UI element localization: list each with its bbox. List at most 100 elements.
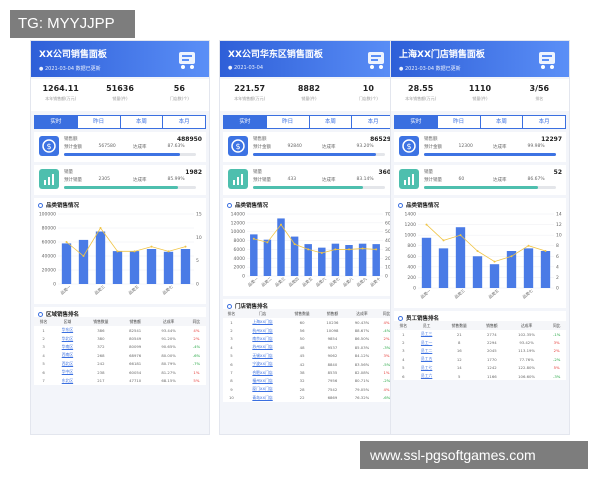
tab-yesterday[interactable]: 昨日 xyxy=(78,116,121,128)
kpi-value: 1110 xyxy=(468,84,492,93)
tab-realtime[interactable]: 实时 xyxy=(395,116,438,128)
tab-yesterday[interactable]: 昨日 xyxy=(267,116,310,128)
table-cell: 3 xyxy=(402,348,405,354)
table-cell[interactable]: 上海XX门店 xyxy=(252,319,273,325)
table-cell: 93.44% xyxy=(161,327,176,333)
kpi-value: 8882 xyxy=(297,84,321,93)
svg-text:$: $ xyxy=(235,142,240,151)
chart-icon xyxy=(399,169,419,189)
table-cell: 6 xyxy=(402,373,405,379)
panel-date: ● 2021-03-04 数据已更新 xyxy=(39,66,101,72)
column-header: 销售数量 xyxy=(81,317,120,326)
panel-header: 上海XX门店销售面板 ● 2021-03-04 数据已更新 xyxy=(391,41,569,77)
tab-this-month[interactable]: 本月 xyxy=(538,119,550,125)
table-cell: 2 xyxy=(42,336,45,342)
table-cell[interactable]: 员工二 xyxy=(420,347,433,353)
table-cell[interactable]: 华东区 xyxy=(61,327,74,333)
progress-fill xyxy=(424,153,556,156)
line-point xyxy=(280,223,282,226)
table-cell: 91.20% xyxy=(161,336,176,342)
period-tabs: 实时 昨日 本周 本月 xyxy=(34,115,206,129)
table-cell[interactable]: 厦门XX门店 xyxy=(252,386,273,392)
bar xyxy=(472,256,483,288)
ranking-section: 门店销售排名 排名 门店 销售数量 销售额 达成率 同比 1 上海XX门店 60 10236 90.… xyxy=(223,299,395,402)
y-tick-label: 60000 xyxy=(42,240,56,246)
table-cell[interactable]: 杭州XX门店 xyxy=(252,327,273,333)
table-cell: 60 xyxy=(299,319,305,325)
table-cell[interactable]: 员工五 xyxy=(420,356,433,362)
table-cell[interactable]: 员工一 xyxy=(420,339,433,345)
progress-fill xyxy=(64,153,180,156)
bar xyxy=(331,243,340,276)
tab-yesterday[interactable]: 昨日 xyxy=(438,116,481,128)
table-cell: 5 xyxy=(458,373,461,379)
table-row: 3 员工二 16 2045 113.19% 2% xyxy=(394,347,566,355)
table-cell: -3% xyxy=(382,344,391,350)
table-cell[interactable]: 合肥XX门店 xyxy=(252,369,273,375)
y2-tick-label: 30 xyxy=(385,247,391,253)
y-tick-label: 100000 xyxy=(39,212,56,218)
x-tick-label: 品类五 xyxy=(487,287,500,299)
table-cell: 90.43% xyxy=(354,319,370,325)
kpi-rank: 3/56 排名 xyxy=(510,79,569,111)
table-cell: 2774 xyxy=(487,331,497,337)
table-cell[interactable]: 华北区 xyxy=(61,335,74,341)
tab-realtime[interactable]: 实时 xyxy=(224,116,267,128)
table-row: 2 员工一 8 2294 93.42% 3% xyxy=(394,338,566,346)
metric-value: 52 xyxy=(553,169,562,176)
table-cell: 5% xyxy=(553,365,560,371)
tab-realtime[interactable]: 实时 xyxy=(35,116,78,128)
sales-amount-card: $ 销售额 86529 预计金额 92840 达成率 93.20% xyxy=(223,132,395,162)
column-header: 达成率 xyxy=(505,321,548,330)
table-cell: 4 xyxy=(402,356,405,362)
table-cell[interactable]: 华中区 xyxy=(61,369,74,375)
table-cell: 86.50% xyxy=(354,336,370,342)
table-cell: 5 xyxy=(42,361,45,367)
y2-tick-label: 2 xyxy=(556,275,559,281)
metric-target: 12300 xyxy=(458,144,473,149)
section-title: 员工销售排名 xyxy=(394,311,566,322)
table-cell[interactable]: 华南区 xyxy=(61,343,74,349)
table-cell: 1166 xyxy=(487,373,497,379)
table-cell[interactable]: 无锡XX门店 xyxy=(252,352,273,358)
progress-fill xyxy=(64,186,178,189)
table-cell: 10 xyxy=(229,395,234,401)
table-row: 8 福州XX门店 32 7956 80.71% -2% xyxy=(223,377,395,385)
table-cell[interactable]: 员工六 xyxy=(420,373,433,379)
tab-this-week[interactable]: 本周 xyxy=(481,116,524,128)
table-cell: 6 xyxy=(42,369,45,375)
table-cell[interactable]: 宁波XX门店 xyxy=(252,361,273,367)
kpi-row: 1264.11 本年销售额(万元) 51636 销量(件) 56 门店数(个) xyxy=(31,79,209,111)
table-cell[interactable]: 西南区 xyxy=(61,352,74,358)
metric-label: 销量 xyxy=(424,170,433,175)
table-cell[interactable]: 员工三 xyxy=(420,331,433,337)
kpi-value: 28.55 xyxy=(408,84,434,93)
table-cell: 5 xyxy=(230,353,233,359)
bar xyxy=(455,227,466,288)
tab-this-month[interactable]: 本月 xyxy=(367,119,379,125)
table-cell[interactable]: 南京XX门店 xyxy=(252,335,273,341)
cart-illustration-icon xyxy=(368,52,384,69)
line-point xyxy=(65,241,68,243)
table-cell: 2% xyxy=(553,348,560,354)
column-header: 销售额 xyxy=(119,317,151,326)
bar xyxy=(95,231,106,284)
panel-date: ● 2021-03-04 xyxy=(228,65,264,71)
table-cell[interactable]: 青岛XX门店 xyxy=(252,394,273,400)
metric-target: 92840 xyxy=(287,144,302,149)
tab-this-week[interactable]: 本周 xyxy=(310,116,353,128)
y-tick-label: 14000 xyxy=(231,212,245,218)
table-cell[interactable]: 福州XX门店 xyxy=(252,377,273,383)
table-cell[interactable]: 员工七 xyxy=(420,364,433,370)
y2-tick-label: 12 xyxy=(556,222,562,228)
bar xyxy=(61,243,72,284)
metric-sub: 预计金额 xyxy=(253,145,271,150)
tab-this-week[interactable]: 本周 xyxy=(121,116,164,128)
table-cell[interactable]: 东北区 xyxy=(61,377,74,383)
table-cell[interactable]: 西北区 xyxy=(61,360,74,366)
tab-this-month[interactable]: 本月 xyxy=(178,119,190,125)
table-cell[interactable]: 苏州XX门店 xyxy=(252,344,273,350)
column-header: 达成率 xyxy=(345,309,379,318)
bar xyxy=(163,251,174,284)
y2-tick-label: 15 xyxy=(196,212,202,218)
